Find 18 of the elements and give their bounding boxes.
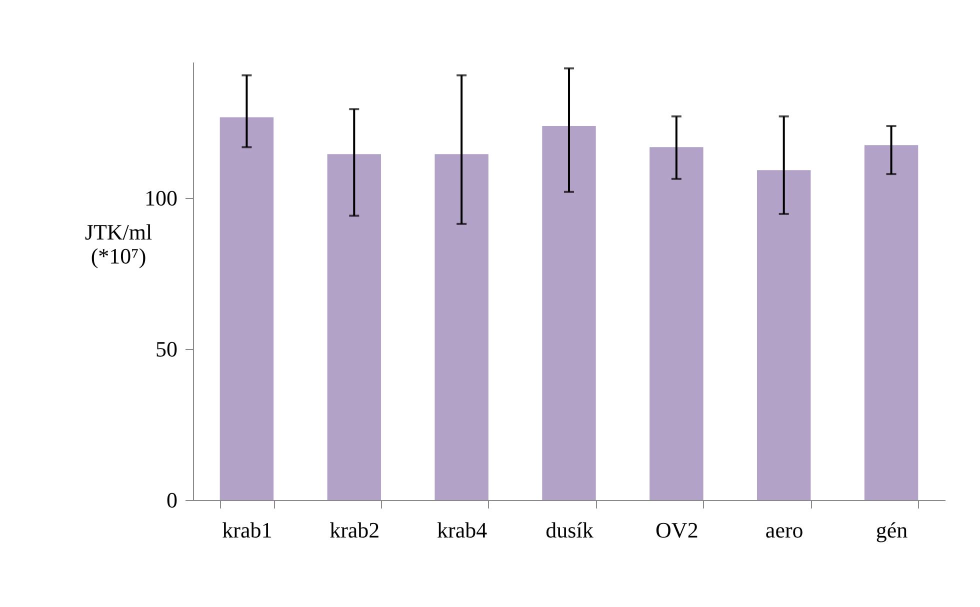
y-tick-label: 100 bbox=[144, 185, 178, 210]
x-tick-label: gén bbox=[876, 518, 908, 542]
bar bbox=[864, 145, 918, 500]
y-tick-label: 0 bbox=[166, 488, 178, 512]
bar bbox=[327, 154, 381, 500]
x-tick-label: dusík bbox=[546, 518, 594, 542]
y-tick-label: 50 bbox=[156, 336, 178, 362]
y-axis-title: JTK/ml (*10⁷) bbox=[84, 220, 152, 268]
x-tick-label: OV2 bbox=[656, 518, 698, 542]
bar bbox=[542, 126, 596, 500]
bar bbox=[757, 170, 811, 500]
x-tick-label: krab2 bbox=[330, 518, 380, 542]
bar bbox=[434, 154, 488, 500]
x-tick-label: aero bbox=[765, 518, 804, 542]
bar bbox=[650, 147, 704, 500]
x-tick-label: krab1 bbox=[222, 518, 272, 542]
x-tick-label: krab4 bbox=[437, 518, 488, 542]
bar bbox=[220, 117, 274, 500]
